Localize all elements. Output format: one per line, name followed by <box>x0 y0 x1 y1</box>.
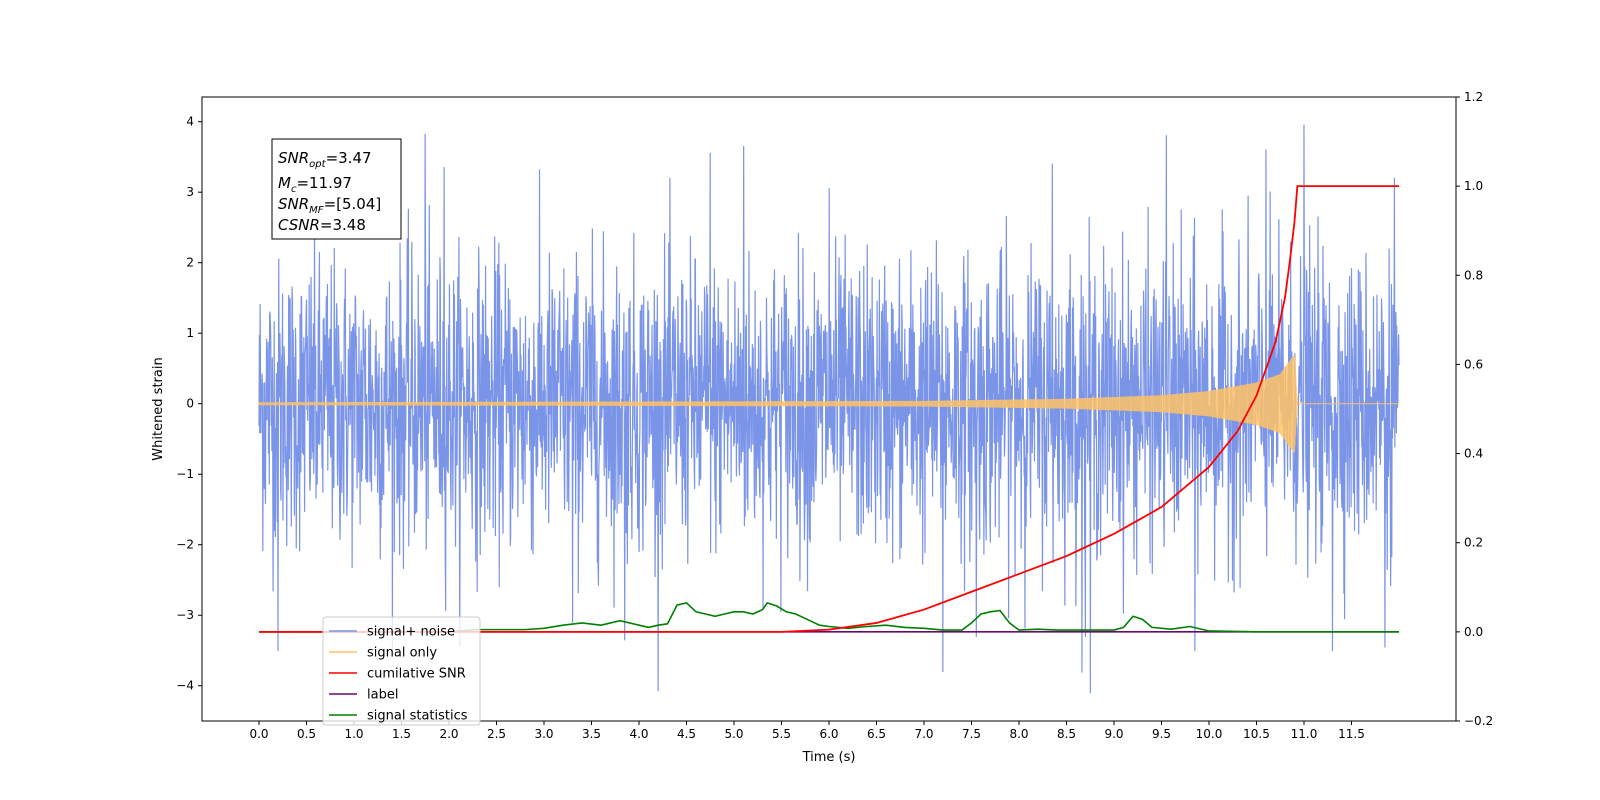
x-tick-label-7: 3.5 <box>582 727 601 741</box>
x-tick-label-17: 8.5 <box>1057 727 1076 741</box>
x-tick-label-12: 6.0 <box>819 727 838 741</box>
y-tick-label-6: 2 <box>186 256 194 270</box>
legend-label-2: cumilative SNR <box>367 667 466 682</box>
y-tick-label-1: −3 <box>176 608 194 622</box>
x-tick-label-21: 10.5 <box>1243 727 1270 741</box>
y2-tick-label-7: 1.2 <box>1464 90 1483 104</box>
x-tick-label-18: 9.0 <box>1104 727 1123 741</box>
x-tick-label-3: 1.5 <box>392 727 411 741</box>
y-axis-right: −0.2 0.0 0.2 0.4 0.6 0.8 1.0 1.2 <box>1456 90 1493 728</box>
annotation-snr-opt: SNRopt=3.47 <box>278 149 372 170</box>
x-tick-label-13: 6.5 <box>867 727 886 741</box>
x-tick-label-19: 9.5 <box>1152 727 1171 741</box>
x-tick-label-9: 4.5 <box>677 727 696 741</box>
x-tick-label-22: 11.0 <box>1291 727 1318 741</box>
y-tick-label-5: 1 <box>186 326 194 340</box>
annotation-csnr: CSNR=3.48 <box>278 216 366 234</box>
plot-area <box>258 124 1400 694</box>
x-tick-label-15: 7.5 <box>962 727 981 741</box>
x-tick-label-6: 3.0 <box>534 727 553 741</box>
x-tick-label-4: 2.0 <box>439 727 458 741</box>
x-tick-label-16: 8.0 <box>1009 727 1028 741</box>
y2-tick-label-4: 0.6 <box>1464 357 1483 371</box>
x-tick-label-1: 0.5 <box>297 727 316 741</box>
legend-label-3: label <box>367 688 398 703</box>
y2-tick-label-2: 0.2 <box>1464 536 1483 550</box>
legend-label-4: signal statistics <box>367 709 468 724</box>
x-tick-label-2: 1.0 <box>344 727 363 741</box>
y-axis-label: Whitened strain <box>151 357 166 460</box>
series-cumulative-snr <box>259 185 1399 633</box>
y-tick-label-8: 4 <box>186 115 194 129</box>
legend: signal+ noise signal only cumilative SNR la… <box>322 616 481 726</box>
y-tick-label-2: −2 <box>176 538 194 552</box>
y-tick-label-0: −4 <box>176 679 194 693</box>
x-tick-label-23: 11.5 <box>1338 727 1365 741</box>
y2-tick-label-1: 0.0 <box>1464 625 1483 639</box>
annotation-box: SNRopt=3.47 Mc=11.97 SNRMF=[5.04] CSNR=3… <box>271 138 402 240</box>
x-axis: 0.0 0.5 1.0 1.5 2.0 2.5 3.0 3.5 4.0 4.5 5.0 5.5 6.0 6… <box>249 721 1365 741</box>
x-tick-label-11: 5.5 <box>772 727 791 741</box>
y2-tick-label-3: 0.4 <box>1464 447 1483 461</box>
y2-tick-label-6: 1.0 <box>1464 179 1483 193</box>
y-tick-label-7: 3 <box>186 185 194 199</box>
series-signal-statistics <box>259 601 1399 633</box>
annotation-snr-mf: SNRMF=[5.04] <box>278 195 381 216</box>
x-tick-label-20: 10.0 <box>1196 727 1223 741</box>
x-tick-label-5: 2.5 <box>487 727 506 741</box>
x-tick-label-8: 4.0 <box>629 727 648 741</box>
x-tick-label-10: 5.0 <box>724 727 743 741</box>
annotation-chirp-mass: Mc=11.97 <box>278 174 352 195</box>
x-axis-label: Time (s) <box>802 750 856 765</box>
y2-tick-label-5: 0.8 <box>1464 268 1483 282</box>
x-tick-label-14: 7.0 <box>914 727 933 741</box>
x-tick-label-0: 0.0 <box>249 727 268 741</box>
legend-label-0: signal+ noise <box>367 625 455 640</box>
y-tick-label-4: 0 <box>186 397 194 411</box>
y-tick-label-3: −1 <box>176 467 194 481</box>
legend-label-1: signal only <box>367 646 437 661</box>
y-axis-left: −4 −3 −2 −1 0 1 2 3 4 <box>176 115 202 693</box>
series-signal-only <box>258 354 1399 453</box>
y2-tick-label-0: −0.2 <box>1464 714 1493 728</box>
